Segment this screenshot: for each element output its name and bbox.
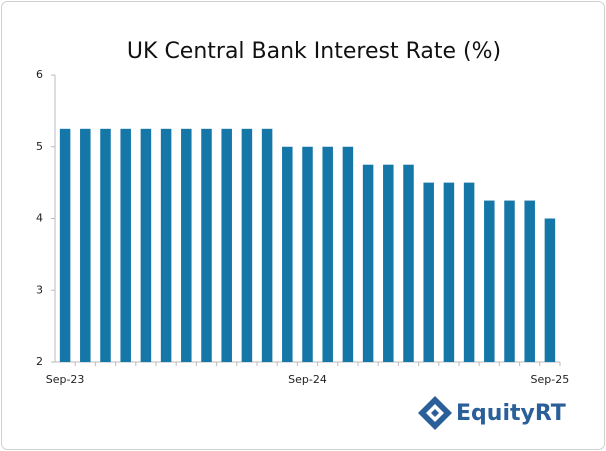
y-tick-label: 6 (36, 68, 43, 81)
y-tick-label: 4 (36, 212, 43, 225)
logo-icon (418, 396, 452, 430)
bar (241, 128, 253, 362)
bar (484, 200, 495, 362)
bar (181, 128, 192, 362)
y-tick-label: 5 (36, 140, 43, 153)
bar (59, 128, 71, 362)
bar (443, 182, 455, 362)
x-tick-label: Sep-24 (288, 373, 327, 386)
bar (403, 164, 414, 362)
bar (80, 128, 91, 362)
bar (322, 146, 333, 362)
y-tick-label: 3 (36, 283, 43, 296)
bar (383, 164, 394, 362)
bar (342, 146, 354, 362)
bar (120, 128, 131, 362)
logo-text: EquityRT (456, 401, 566, 426)
bar (302, 146, 313, 362)
y-tick-label: 2 (36, 355, 43, 368)
bar (261, 128, 273, 362)
bar (524, 200, 535, 362)
bar (362, 164, 374, 362)
bar (100, 128, 111, 362)
bar (423, 182, 434, 362)
bar (544, 218, 556, 362)
bar (201, 128, 212, 362)
x-tick-label: Sep-23 (46, 373, 85, 386)
bar (504, 200, 515, 362)
bar (463, 182, 475, 362)
bar (160, 128, 172, 362)
bar (140, 128, 152, 362)
chart-title: UK Central Bank Interest Rate (%) (127, 39, 501, 64)
bar (282, 146, 293, 362)
bar (221, 128, 232, 362)
x-tick-label: Sep-25 (531, 373, 570, 386)
